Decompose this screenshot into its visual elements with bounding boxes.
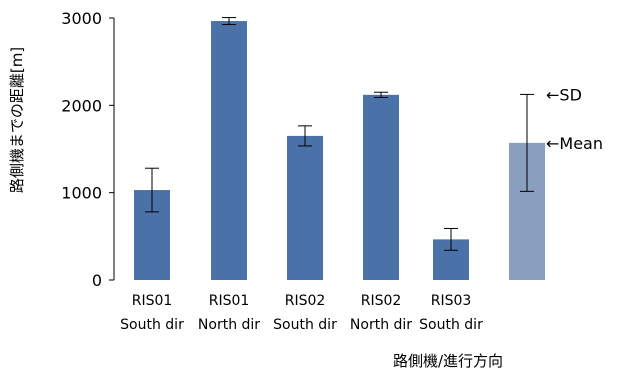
y-tick-label: 0 [92, 271, 102, 290]
category-labels: RIS01 South dir RIS01 North dir RIS02 South d… [120, 293, 483, 333]
bars-group [134, 17, 469, 280]
category-label-line1: RIS02 [361, 293, 402, 309]
category-label-line2: South dir [273, 317, 337, 333]
category-label-line1: RIS02 [285, 293, 326, 309]
x-axis-title: 路側機/進行方向 [393, 352, 503, 370]
y-tick-label: 1000 [61, 184, 102, 203]
category-label-line2: South dir [419, 317, 483, 333]
y-tick-label: 3000 [61, 9, 102, 28]
bar [287, 135, 323, 280]
category-label-line1: RIS01 [132, 293, 173, 309]
category-label-line2: North dir [198, 317, 260, 333]
bar [363, 94, 399, 280]
legend-example: ←SD ←Mean [509, 85, 603, 280]
y-axis-ticks: 0 1000 2000 3000 [61, 9, 114, 290]
category-label-line1: RIS03 [431, 293, 472, 309]
y-tick-label: 2000 [61, 96, 102, 115]
category-label-line2: South dir [120, 317, 184, 333]
category-label-line1: RIS01 [209, 293, 250, 309]
y-axis-title: 路側機までの距離[m] [8, 47, 26, 193]
legend-sd-label: ←SD [546, 85, 582, 104]
category-label-line2: North dir [350, 317, 412, 333]
bar [211, 21, 247, 280]
legend-mean-label: ←Mean [546, 134, 603, 153]
